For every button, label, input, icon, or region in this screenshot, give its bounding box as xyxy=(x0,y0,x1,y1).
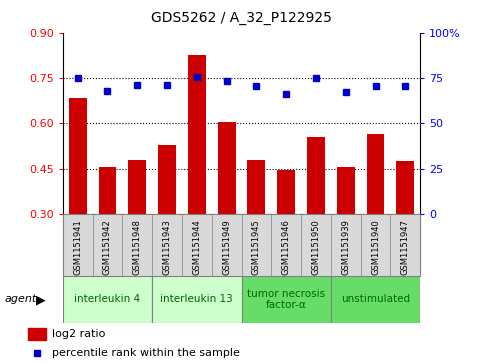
Text: GSM1151948: GSM1151948 xyxy=(133,219,142,275)
Text: agent: agent xyxy=(5,294,37,305)
Text: GSM1151950: GSM1151950 xyxy=(312,219,320,275)
Text: GSM1151943: GSM1151943 xyxy=(163,219,171,275)
Text: GSM1151939: GSM1151939 xyxy=(341,219,350,275)
Text: GSM1151944: GSM1151944 xyxy=(192,219,201,275)
Text: GSM1151940: GSM1151940 xyxy=(371,219,380,275)
Text: GSM1151946: GSM1151946 xyxy=(282,219,291,275)
Text: percentile rank within the sample: percentile rank within the sample xyxy=(53,348,240,358)
Bar xyxy=(307,137,325,214)
Bar xyxy=(247,160,265,214)
Bar xyxy=(128,160,146,214)
Bar xyxy=(69,98,86,214)
Text: interleukin 4: interleukin 4 xyxy=(74,294,141,305)
Bar xyxy=(218,122,236,214)
Text: GDS5262 / A_32_P122925: GDS5262 / A_32_P122925 xyxy=(151,11,332,25)
Text: unstimulated: unstimulated xyxy=(341,294,410,305)
Text: tumor necrosis
factor-α: tumor necrosis factor-α xyxy=(247,289,325,310)
Bar xyxy=(158,144,176,214)
FancyBboxPatch shape xyxy=(152,276,242,323)
FancyBboxPatch shape xyxy=(63,276,152,323)
Text: GSM1151945: GSM1151945 xyxy=(252,219,261,275)
Bar xyxy=(188,56,206,214)
Text: GSM1151947: GSM1151947 xyxy=(401,219,410,275)
Text: GSM1151949: GSM1151949 xyxy=(222,219,231,275)
Bar xyxy=(277,170,295,214)
Text: GSM1151942: GSM1151942 xyxy=(103,219,112,275)
Text: log2 ratio: log2 ratio xyxy=(53,329,106,339)
FancyBboxPatch shape xyxy=(242,276,331,323)
Bar xyxy=(99,167,116,214)
Bar xyxy=(28,328,46,340)
Bar xyxy=(367,134,384,214)
Text: GSM1151941: GSM1151941 xyxy=(73,219,82,275)
Bar xyxy=(397,161,414,214)
FancyBboxPatch shape xyxy=(331,276,420,323)
Bar xyxy=(337,167,355,214)
Text: interleukin 13: interleukin 13 xyxy=(160,294,233,305)
Text: ▶: ▶ xyxy=(36,293,46,306)
